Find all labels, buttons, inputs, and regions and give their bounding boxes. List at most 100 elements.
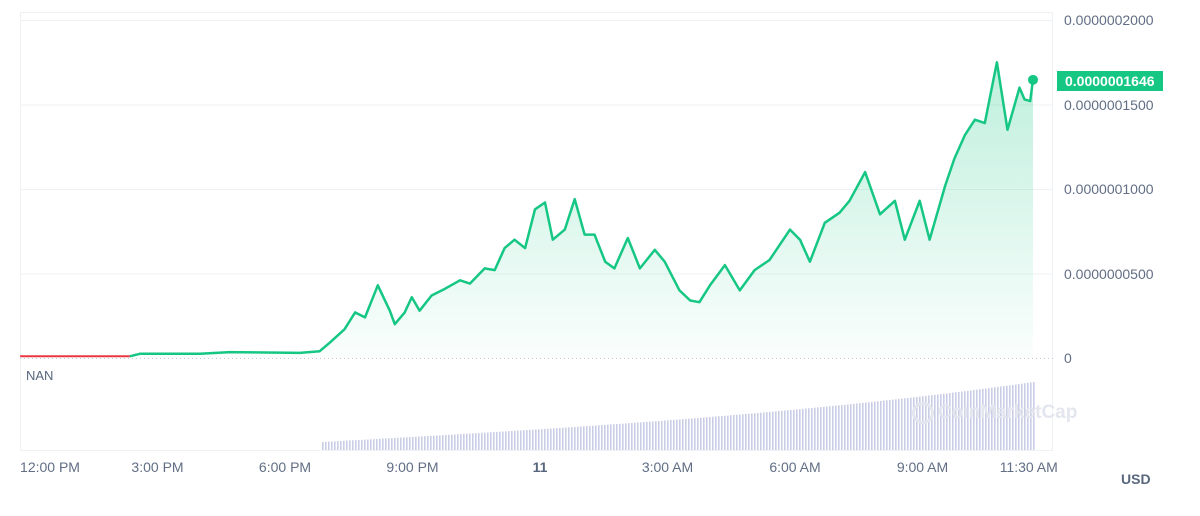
volume-bar <box>358 439 360 450</box>
volume-bar <box>952 392 954 450</box>
volume-bar <box>826 406 828 450</box>
volume-bar <box>370 439 372 450</box>
volume-bar <box>502 431 504 450</box>
volume-bar <box>928 395 930 450</box>
volume-bar <box>907 397 909 450</box>
volume-bar <box>553 428 555 450</box>
volume-bar <box>412 436 414 450</box>
volume-bar <box>961 391 963 450</box>
volume-bar <box>1021 383 1023 450</box>
volume-bar <box>460 434 462 450</box>
volume-bar <box>661 420 663 450</box>
volume-bar <box>745 413 747 450</box>
y-tick-label: 0.0000002000 <box>1064 12 1154 28</box>
y-tick-label: 0.0000001500 <box>1064 96 1154 113</box>
volume-bar <box>511 430 513 450</box>
x-tick-label: 12:00 PM <box>20 459 80 475</box>
volume-bar <box>841 405 843 450</box>
volume-bar <box>868 402 870 450</box>
volume-bar <box>736 414 738 450</box>
coinmarketcap-logo-icon <box>912 402 934 424</box>
volume-bar <box>622 423 624 450</box>
volume-bar <box>874 401 876 450</box>
volume-bar <box>802 408 804 450</box>
volume-bar <box>940 394 942 450</box>
volume-bar <box>598 425 600 450</box>
volume-bar <box>817 407 819 450</box>
volume-bar <box>556 428 558 450</box>
volume-bar <box>496 431 498 450</box>
volume-bar <box>814 407 816 450</box>
volume-bar <box>628 423 630 450</box>
volume-bar <box>466 433 468 450</box>
volume-bar <box>586 426 588 450</box>
volume-bar <box>634 422 636 450</box>
volume-bar <box>505 431 507 450</box>
volume-bar <box>544 428 546 450</box>
volume-pane-label: NAN <box>26 368 54 383</box>
x-tick-label: 11 <box>532 459 548 475</box>
volume-bar <box>991 387 993 450</box>
volume-bar <box>388 438 390 450</box>
volume-bar <box>691 418 693 450</box>
volume-bar <box>517 430 519 450</box>
volume-bar <box>373 439 375 450</box>
volume-bar <box>883 400 885 450</box>
volume-bar <box>328 441 330 450</box>
volume-bar <box>730 415 732 450</box>
volume-bar <box>949 393 951 450</box>
volume-bar <box>367 439 369 450</box>
volume-bar <box>880 400 882 450</box>
volume-bar <box>382 438 384 450</box>
volume-bar <box>808 408 810 450</box>
volume-bar <box>463 433 465 450</box>
volume-bar <box>904 398 906 450</box>
volume-bar <box>484 432 486 450</box>
plot-frame <box>20 12 1053 451</box>
volume-bar <box>349 440 351 450</box>
volume-bar <box>877 401 879 450</box>
volume-bar <box>379 438 381 450</box>
volume-bar <box>733 415 735 450</box>
x-tick-label: 3:00 PM <box>131 459 184 475</box>
volume-bar <box>409 437 411 450</box>
volume-bar <box>571 427 573 450</box>
volume-bar <box>985 388 987 450</box>
volume-bar <box>892 399 894 450</box>
volume-bar <box>865 402 867 450</box>
x-tick-label: 3:00 AM <box>641 459 694 475</box>
volume-bar <box>601 425 603 450</box>
volume-bar <box>499 431 501 450</box>
volume-bar <box>403 437 405 450</box>
volume-bar <box>400 437 402 450</box>
volume-bar <box>457 434 459 450</box>
volume-bar <box>481 432 483 450</box>
volume-bar <box>364 439 366 450</box>
current-price-tag: 0.0000001646 <box>1057 71 1163 91</box>
x-tick-label: 9:00 PM <box>386 459 439 475</box>
volume-bar <box>658 420 660 450</box>
y-tick-label: 0 <box>1064 350 1072 366</box>
volume-bar <box>775 411 777 450</box>
current-price-dot[interactable] <box>1028 74 1038 85</box>
currency-label[interactable]: USD <box>1121 471 1151 487</box>
volume-bar <box>1006 385 1008 450</box>
volume-bar <box>508 431 510 450</box>
price-area-fill <box>20 62 1034 359</box>
volume-bar <box>529 429 531 450</box>
volume-bar <box>325 441 327 450</box>
volume-bar <box>385 438 387 450</box>
volume-bar <box>490 432 492 450</box>
volume-bar <box>1027 382 1029 450</box>
volume-bar <box>739 414 741 450</box>
volume-bar <box>901 398 903 450</box>
volume-bar <box>514 430 516 450</box>
volume-bar <box>583 426 585 450</box>
volume-bar <box>334 441 336 450</box>
volume-bar <box>910 397 912 450</box>
volume-bar <box>820 407 822 450</box>
volume-bar <box>442 435 444 450</box>
volume-bar <box>577 426 579 450</box>
y-tick-label: 0.0000000500 <box>1064 265 1154 282</box>
volume-bar <box>913 397 915 450</box>
